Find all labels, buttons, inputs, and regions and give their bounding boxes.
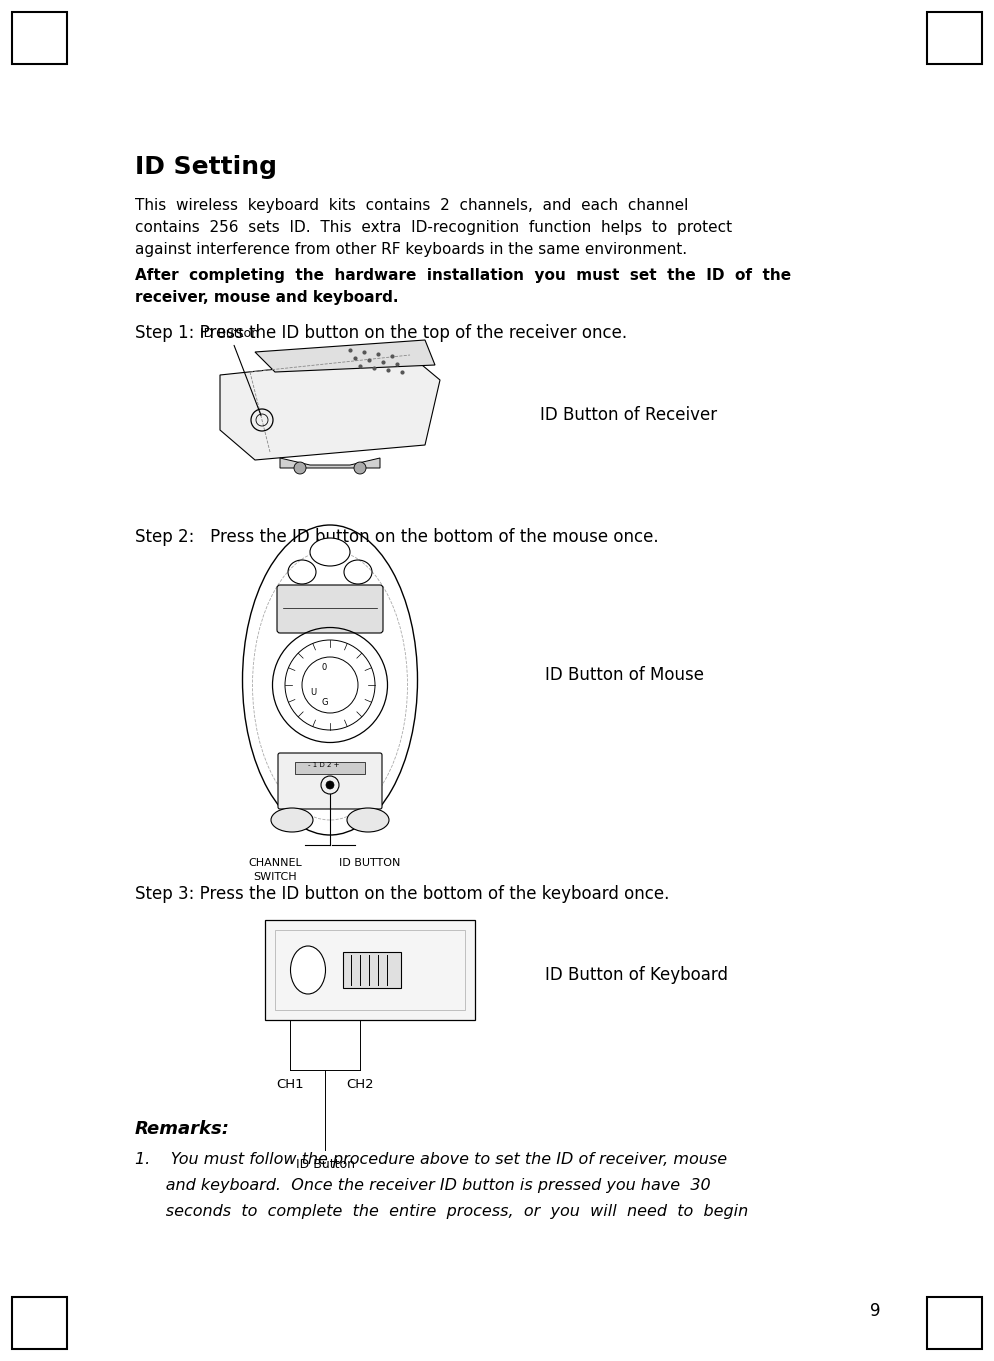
FancyBboxPatch shape (277, 585, 383, 633)
Bar (927, 12, 982, 64)
Text: ID Button of Mouse: ID Button of Mouse (545, 666, 704, 685)
Text: After  completing  the  hardware  installation  you  must  set  the  ID  of  the: After completing the hardware installati… (135, 268, 791, 283)
Ellipse shape (271, 808, 313, 832)
Text: CHANNEL: CHANNEL (248, 857, 302, 868)
Text: seconds  to  complete  the  entire  process,  or  you  will  need  to  begin: seconds to complete the entire process, … (135, 1204, 748, 1219)
Bar (12, 1297, 67, 1349)
Text: ID BUTTON: ID BUTTON (339, 857, 401, 868)
Text: and keyboard.  Once the receiver ID button is pressed you have  30: and keyboard. Once the receiver ID butto… (135, 1179, 711, 1194)
Polygon shape (220, 355, 440, 460)
Text: Step 2:   Press the ID button on the bottom of the mouse once.: Step 2: Press the ID button on the botto… (135, 528, 659, 546)
Text: - 1 D 2 +: - 1 D 2 + (308, 762, 340, 768)
Text: CH2: CH2 (346, 1078, 374, 1092)
Text: 0: 0 (322, 663, 327, 672)
Text: against interference from other RF keyboards in the same environment.: against interference from other RF keybo… (135, 242, 687, 257)
Text: Remarks:: Remarks: (135, 1120, 230, 1138)
Polygon shape (280, 459, 380, 468)
Text: U: U (310, 689, 316, 697)
Text: This  wireless  keyboard  kits  contains  2  channels,  and  each  channel: This wireless keyboard kits contains 2 c… (135, 197, 689, 214)
Text: ID Setting: ID Setting (135, 155, 277, 180)
Text: Step 1: Press the ID button on the top of the receiver once.: Step 1: Press the ID button on the top o… (135, 324, 627, 342)
Text: G: G (322, 698, 328, 706)
Text: Step 3: Press the ID button on the bottom of the keyboard once.: Step 3: Press the ID button on the botto… (135, 885, 669, 902)
Text: ID Button: ID Button (295, 1158, 355, 1170)
Text: ID Button: ID Button (200, 327, 261, 415)
Bar (295, 762, 365, 774)
Text: ID Button of Receiver: ID Button of Receiver (540, 406, 717, 425)
Bar (265, 920, 475, 1019)
Text: 9: 9 (870, 1302, 881, 1320)
Text: receiver, mouse and keyboard.: receiver, mouse and keyboard. (135, 290, 399, 305)
Circle shape (354, 461, 366, 474)
Text: SWITCH: SWITCH (253, 872, 297, 882)
Text: CH1: CH1 (276, 1078, 304, 1092)
Bar (12, 12, 67, 64)
Ellipse shape (243, 525, 417, 836)
Polygon shape (255, 340, 435, 372)
Ellipse shape (290, 946, 325, 994)
Bar (275, 930, 465, 1010)
Text: contains  256  sets  ID.  This  extra  ID-recognition  function  helps  to  prot: contains 256 sets ID. This extra ID-reco… (135, 220, 733, 235)
Text: 1.    You must follow the procedure above to set the ID of receiver, mouse: 1. You must follow the procedure above t… (135, 1151, 728, 1166)
Bar (343, 951, 401, 988)
FancyBboxPatch shape (278, 753, 382, 808)
Circle shape (294, 461, 306, 474)
Bar (927, 1297, 982, 1349)
Ellipse shape (310, 538, 350, 566)
Circle shape (326, 781, 334, 789)
Ellipse shape (347, 808, 389, 832)
Text: ID Button of Keyboard: ID Button of Keyboard (545, 966, 728, 984)
